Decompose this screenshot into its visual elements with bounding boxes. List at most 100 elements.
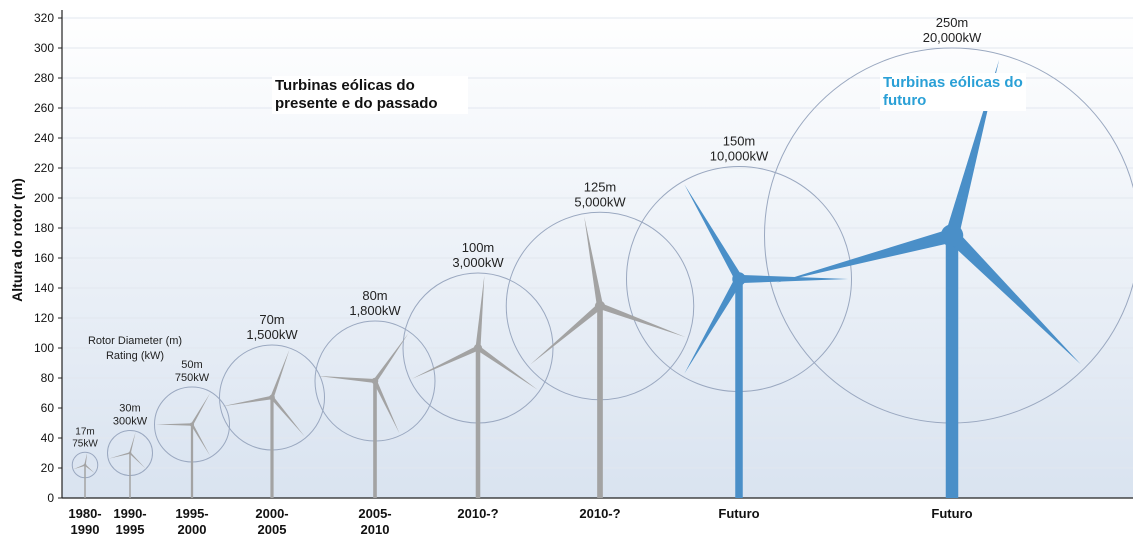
turbine-blade [190, 392, 211, 426]
y-axis-title: Altura do rotor (m) [9, 178, 25, 302]
y-tick-label: 20 [41, 461, 55, 475]
gridlines [62, 17, 1133, 469]
y-tick-label: 140 [34, 281, 54, 295]
turbine-blade [739, 274, 849, 284]
turbine-tower [945, 235, 959, 498]
turbine-blade [947, 230, 1081, 365]
turbine-blade [530, 303, 603, 365]
y-tick-label: 320 [34, 11, 54, 25]
turbine-blade [584, 216, 604, 307]
rating-label: 3,000kW [452, 255, 504, 270]
turbine-blade [84, 464, 95, 473]
turbine-tower [84, 465, 86, 498]
diameter-label: 125m [584, 179, 617, 194]
rating-label: 1,500kW [246, 327, 298, 342]
x-category-label: 2010 [361, 522, 390, 537]
diameter-label: 30m [119, 403, 140, 415]
turbine-blade [155, 423, 192, 426]
turbine-hub [83, 463, 87, 467]
turbine-blade [84, 452, 88, 466]
diameter-label: 80m [362, 288, 387, 303]
y-tick-label: 300 [34, 41, 54, 55]
y-tick-label: 240 [34, 131, 54, 145]
turbine-blade [776, 228, 954, 283]
rating-label: 300kW [113, 416, 148, 428]
rating-label: 1,800kW [349, 303, 401, 318]
turbine-hub [594, 300, 606, 312]
y-tick-label: 40 [41, 431, 55, 445]
diameter-label: 17m [75, 426, 94, 437]
turbine-blade [373, 380, 400, 434]
turbine-blade [129, 431, 136, 454]
turbine-hub [473, 343, 483, 353]
y-tick-label: 120 [34, 311, 54, 325]
past-turbines-note: Turbinas eólicas do presente e do passad… [272, 76, 468, 114]
x-category-label: 1980- [68, 506, 101, 521]
y-tick-label: 260 [34, 101, 54, 115]
x-category-label: 1990- [113, 506, 146, 521]
y-tick-label: 0 [47, 491, 54, 505]
rating-label: 750kW [175, 372, 210, 384]
diameter-label: 70m [259, 312, 284, 327]
turbine-blade [270, 396, 305, 437]
turbine-blades [73, 59, 1081, 473]
legend-note: Rotor Diameter (m) [88, 335, 182, 347]
x-category-label: Futuro [718, 506, 759, 521]
turbine-blade [108, 452, 131, 459]
turbine-tower [270, 397, 274, 498]
x-axis-categories: 1980-1990 1990-1995 1995-2000 2000-2005 2005… [68, 506, 972, 537]
diameter-label: 250m [936, 15, 969, 30]
turbine-tower [129, 453, 131, 498]
y-tick-label: 280 [34, 71, 54, 85]
turbine-blade [598, 303, 686, 338]
turbine-hub [371, 377, 379, 385]
y-tick-label: 60 [41, 401, 55, 415]
turbine-blade [190, 423, 211, 457]
rating-label: 10,000kW [710, 149, 769, 164]
turbine-blade [476, 345, 538, 390]
turbine-hub [189, 422, 195, 427]
x-category-label: 2005- [358, 506, 391, 521]
x-category-label: 1995- [175, 506, 208, 521]
turbine-blade [221, 395, 273, 407]
turbine-hub [732, 272, 746, 286]
rating-label: 20,000kW [923, 30, 982, 45]
turbine-blade [475, 275, 485, 349]
turbine-blade [270, 349, 290, 399]
turbine-tower [735, 279, 743, 498]
y-tick-label: 100 [34, 341, 54, 355]
x-category-label: 2000- [255, 506, 288, 521]
legend-note: Rating (kW) [106, 350, 164, 362]
turbine-blade [412, 345, 480, 379]
diameter-label: 100m [462, 240, 495, 255]
y-tick-label: 160 [34, 251, 54, 265]
turbine-tower [475, 348, 481, 498]
turbine-blade [373, 333, 409, 383]
turbine-blade [684, 184, 743, 282]
turbine-tower [373, 381, 377, 498]
future-turbines-note: Turbinas eólicas do futuro [880, 73, 1026, 111]
y-tick-label: 220 [34, 161, 54, 175]
turbine-towers [84, 235, 959, 498]
x-category-label: 2005 [258, 522, 287, 537]
y-tick-label: 180 [34, 221, 54, 235]
turbine-blade [129, 452, 146, 469]
rating-label: 5,000kW [574, 194, 626, 209]
y-tick-label: 200 [34, 191, 54, 205]
y-tick-label: 80 [41, 371, 55, 385]
x-category-label: 2010-? [579, 506, 620, 521]
x-category-label: 1995 [116, 522, 145, 537]
x-category-label: 1990 [71, 522, 100, 537]
turbine-blade [684, 276, 743, 374]
turbine-blade [73, 464, 86, 470]
turbine-hub [940, 224, 964, 247]
turbine-blade [317, 375, 376, 383]
diameter-label: 50m [181, 359, 202, 371]
turbine-hub [128, 451, 132, 455]
turbine-hub [269, 394, 275, 401]
x-category-label: Futuro [931, 506, 972, 521]
rating-label: 75kW [72, 438, 98, 449]
diameter-label: 150m [723, 134, 756, 149]
x-category-label: 2010-? [457, 506, 498, 521]
